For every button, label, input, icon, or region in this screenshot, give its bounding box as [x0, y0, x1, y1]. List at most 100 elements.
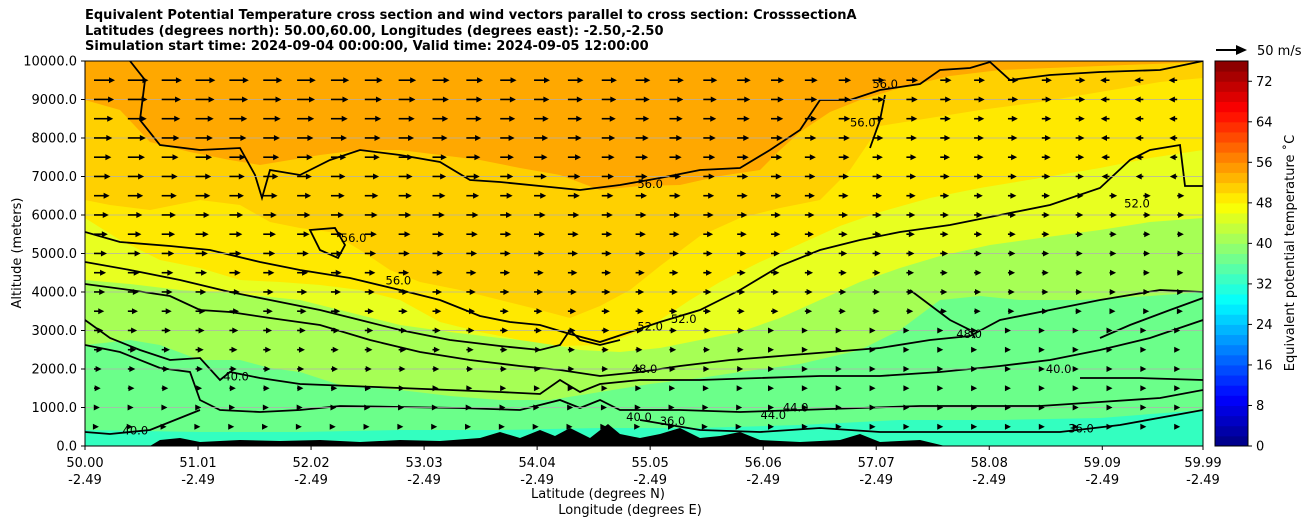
wind-vector-head	[768, 327, 774, 334]
wind-vector-head	[1043, 192, 1050, 199]
wind-vector-head	[1174, 404, 1181, 411]
contour-label: 56.0	[872, 77, 898, 91]
wind-vector-head	[337, 231, 344, 238]
wind-vector-head	[977, 134, 984, 141]
x-tick-label-lat: 57.07	[858, 456, 895, 471]
wind-vector-head	[709, 134, 716, 141]
colorbar-segment	[1215, 375, 1248, 386]
wind-vector-head	[472, 211, 479, 218]
colorbar-segment	[1215, 101, 1248, 113]
wind-vector-head	[504, 269, 511, 276]
x-tick-label-lat: 53.03	[405, 456, 442, 471]
wind-vector-head	[568, 365, 575, 372]
wind-vector-head	[1038, 423, 1045, 430]
wind-vector-head	[971, 385, 978, 392]
contour-label: 52.0	[1124, 196, 1150, 210]
wind-vector-head	[1140, 365, 1147, 372]
wind-vector-head	[306, 154, 313, 161]
x-tick-label-lat: 50.00	[66, 456, 103, 471]
wind-vector-head	[296, 404, 303, 411]
wind-vector-head	[475, 134, 482, 141]
wind-vector-head	[264, 365, 271, 372]
wind-vector-head	[976, 231, 983, 238]
wind-vector-head	[911, 115, 918, 122]
wind-vector-head	[242, 77, 249, 84]
wind-vector-head	[331, 365, 338, 372]
wind-vector-head	[801, 346, 808, 353]
wind-vector-head	[1004, 404, 1011, 411]
wind-vector-head	[368, 288, 375, 295]
wind-vector-head	[1072, 327, 1079, 334]
wind-vector-head	[100, 250, 107, 257]
wind-vector-head	[1008, 308, 1015, 315]
wind-vector-head	[433, 365, 440, 372]
wind-vector-head	[440, 154, 447, 161]
wind-vector-head	[1177, 250, 1184, 257]
wind-vector-head	[737, 365, 744, 372]
wind-vector-head	[840, 269, 847, 276]
wind-vector-head	[971, 346, 978, 353]
wind-vector-head	[499, 404, 506, 411]
wind-vector-head	[976, 211, 983, 218]
wind-vector-head	[1169, 173, 1176, 180]
wind-vector-head	[910, 134, 917, 141]
wind-vector-head	[775, 173, 782, 180]
wind-vector-head	[133, 269, 140, 276]
wind-vector-head	[1106, 385, 1113, 392]
wind-vector-head	[808, 192, 815, 199]
wind-vector-head	[1045, 96, 1052, 103]
wind-vector-head	[875, 231, 882, 238]
wind-vector-head	[1177, 288, 1184, 295]
wind-vector-head	[878, 96, 885, 103]
wind-vector-head	[773, 250, 780, 257]
wind-vector-head	[242, 96, 249, 103]
wind-vector-head	[199, 308, 206, 315]
wind-vector-head	[674, 211, 681, 218]
wind-vector-head	[944, 134, 951, 141]
wind-vector-head	[907, 308, 914, 315]
wind-vector-head	[638, 288, 645, 295]
wind-vector-head	[677, 77, 684, 84]
wind-vector-head	[768, 346, 774, 353]
wind-vector-head	[671, 308, 678, 315]
wind-vector-head	[267, 288, 274, 295]
wind-vector-head	[202, 231, 209, 238]
wind-vector-head	[937, 365, 944, 372]
band-60	[85, 61, 1203, 190]
colorbar-frame	[1214, 60, 1249, 447]
colorbar-segment	[1215, 273, 1248, 285]
wind-vector-head	[1072, 346, 1079, 353]
wind-vector-head	[333, 327, 340, 334]
wind-vector-head	[776, 154, 783, 161]
wind-vector-head	[844, 96, 851, 103]
wind-vector-head	[103, 192, 110, 199]
wind-vector-head	[196, 385, 203, 392]
wind-vector-head	[1178, 211, 1185, 218]
wind-vector-head	[740, 231, 747, 238]
wind-vector-head	[708, 192, 715, 199]
wind-vector-head	[600, 423, 607, 430]
wind-vector-head	[1101, 173, 1108, 180]
wind-vector-head	[400, 327, 407, 334]
colorbar-segment	[1215, 364, 1248, 376]
wind-vector-head	[806, 308, 813, 315]
colorbar-segment	[1215, 212, 1248, 224]
colorbar-tick-label: 24	[1256, 318, 1273, 333]
wind-vector-head	[470, 269, 477, 276]
wind-vector-head	[502, 327, 509, 334]
wind-vector-head	[1008, 288, 1015, 295]
wind-vector-head	[540, 192, 547, 199]
wind-vector-head	[1077, 173, 1084, 180]
wind-vector-head	[1144, 192, 1151, 199]
y-tick-label: 7000.0	[32, 170, 78, 185]
wind-vector-head	[165, 308, 172, 315]
contour-line-56-island	[308, 227, 347, 260]
wind-vector-head	[869, 327, 876, 334]
wind-vector-head	[675, 154, 682, 161]
wind-vector-head	[910, 154, 917, 161]
wind-vector-head	[634, 423, 641, 430]
wind-vector-head	[1011, 154, 1018, 161]
x-tick-label-lon: -2.49	[294, 473, 328, 488]
wind-vector-head	[164, 327, 171, 334]
